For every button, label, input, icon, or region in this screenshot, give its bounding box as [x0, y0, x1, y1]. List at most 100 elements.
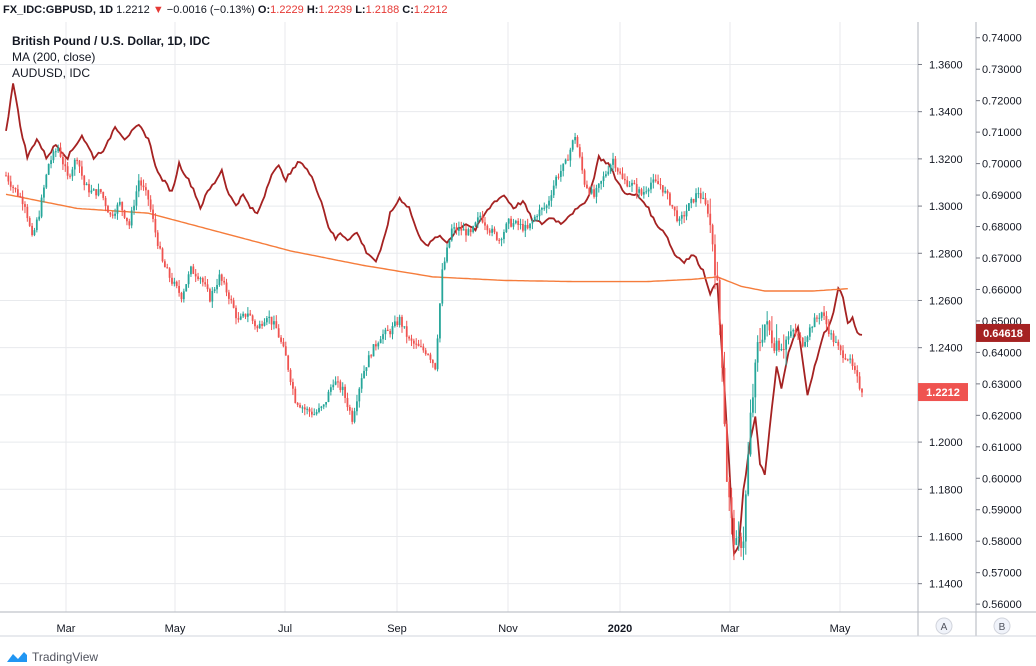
scale-button-b-label[interactable]: B: [999, 622, 1006, 633]
candle-body: [358, 388, 361, 402]
candle-body: [808, 327, 811, 337]
candle-body: [220, 274, 223, 281]
candle-body: [688, 203, 690, 211]
footer-brand[interactable]: TradingView: [6, 650, 98, 664]
price-chart[interactable]: 1.3600 1.3400 1.3200 1.3000 1.2800 1.2600 1.24…: [0, 20, 1036, 662]
price-tick-label: 1.1400: [929, 579, 963, 591]
candle-body: [804, 341, 806, 347]
candle-body: [531, 220, 534, 224]
candle-body: [97, 189, 100, 196]
candle-body: [159, 245, 162, 249]
candle-body: [277, 328, 280, 338]
candle-body: [581, 156, 584, 171]
last-price-tag-box: [918, 383, 968, 402]
candle-body: [709, 213, 712, 226]
time-tick-label: 2020: [608, 623, 632, 635]
candle-body: [555, 176, 558, 186]
candle-body: [360, 378, 363, 389]
down-arrow-icon: ▼: [152, 4, 164, 16]
candle-body: [756, 342, 759, 363]
legend-overlay[interactable]: AUDUSD, IDC: [12, 66, 90, 80]
candle-body: [412, 340, 415, 344]
candle-body: [339, 381, 342, 391]
candle-body: [187, 274, 190, 285]
scale-button-a-bg[interactable]: [935, 617, 953, 635]
candle-body: [154, 218, 157, 233]
audusd-overlay: [5, 83, 863, 557]
candle-body: [31, 225, 33, 236]
candle-body: [244, 313, 247, 317]
price-tick-label: 1.3400: [929, 107, 963, 119]
candle-body: [16, 189, 19, 196]
candle-body: [825, 315, 828, 325]
candle-body: [348, 407, 351, 411]
candle-body: [690, 198, 693, 204]
candle-body: [540, 208, 543, 210]
legend-ma[interactable]: MA (200, close): [12, 50, 95, 64]
candle-body: [318, 407, 320, 413]
candle-body: [78, 160, 81, 167]
candle-body: [427, 354, 429, 356]
candle-body: [232, 300, 235, 308]
candle-body: [147, 190, 150, 200]
candle-body: [453, 227, 456, 229]
scale-button-a[interactable]: A: [935, 617, 953, 635]
symbol-name[interactable]: FX_IDC:GBPUSD, 1D: [3, 4, 114, 16]
candle-body: [702, 197, 705, 199]
candle-body: [71, 169, 74, 177]
open-label: O:: [257, 4, 271, 16]
candle-body: [332, 384, 335, 388]
scale-button-a-label[interactable]: A: [941, 622, 948, 633]
candle-body: [752, 397, 754, 413]
moving-average: [5, 193, 848, 292]
candle-body: [642, 191, 645, 195]
candle-body: [721, 324, 723, 368]
candle-body: [697, 193, 700, 195]
candle-body: [844, 357, 847, 360]
candle-body: [671, 204, 674, 207]
chart-axes: [0, 22, 1036, 637]
candle-body: [47, 164, 50, 175]
time-tick-label: May: [830, 623, 851, 635]
legend: British Pound / U.S. Dollar, 1D, IDC MA …: [12, 34, 210, 80]
candle-body: [569, 149, 572, 161]
candle-body: [773, 343, 776, 351]
candle-body: [460, 227, 463, 231]
candle-body: [548, 200, 550, 206]
candle-body: [801, 337, 804, 347]
candle-body: [161, 248, 164, 262]
candle-body: [557, 176, 560, 178]
candle-body: [524, 224, 527, 231]
candle-body: [590, 189, 593, 194]
candle-body: [680, 215, 683, 219]
candle-body: [543, 207, 546, 209]
candle-body: [766, 321, 769, 325]
overlay-tick-label: 0.72000: [982, 96, 1022, 108]
candle-body: [830, 333, 833, 335]
candle-body: [593, 189, 595, 197]
candle-body: [714, 244, 716, 276]
candle-body: [50, 160, 52, 165]
candle-body: [550, 195, 553, 201]
legend-title[interactable]: British Pound / U.S. Dollar, 1D, IDC: [12, 34, 210, 48]
audusd-line: [5, 83, 863, 557]
candle-body: [792, 329, 795, 332]
scale-button-b[interactable]: B: [993, 617, 1011, 635]
overlay-price-axis[interactable]: 0.74000 0.73000 0.72000 0.71000 0.70000 0.690…: [976, 33, 1022, 611]
time-tick-label: Sep: [387, 623, 407, 635]
candle-body: [488, 230, 491, 233]
price-tick-label: 1.3000: [929, 201, 963, 213]
scale-button-b-bg[interactable]: [993, 617, 1011, 635]
time-axis[interactable]: Mar May Jul Sep Nov 2020 Mar May: [57, 623, 851, 635]
brand-name[interactable]: TradingView: [32, 650, 99, 664]
candle-body: [778, 340, 780, 351]
candle-body: [296, 402, 299, 405]
candle-body: [45, 174, 48, 188]
price-tick-label: 1.3200: [929, 154, 963, 166]
candle-body: [73, 159, 76, 170]
candle-body: [393, 321, 396, 327]
candle-body: [654, 179, 657, 182]
candle-body: [28, 218, 31, 226]
candle-body: [294, 388, 297, 403]
price-axis[interactable]: 1.3600 1.3400 1.3200 1.3000 1.2800 1.2600 1.24…: [918, 59, 963, 591]
